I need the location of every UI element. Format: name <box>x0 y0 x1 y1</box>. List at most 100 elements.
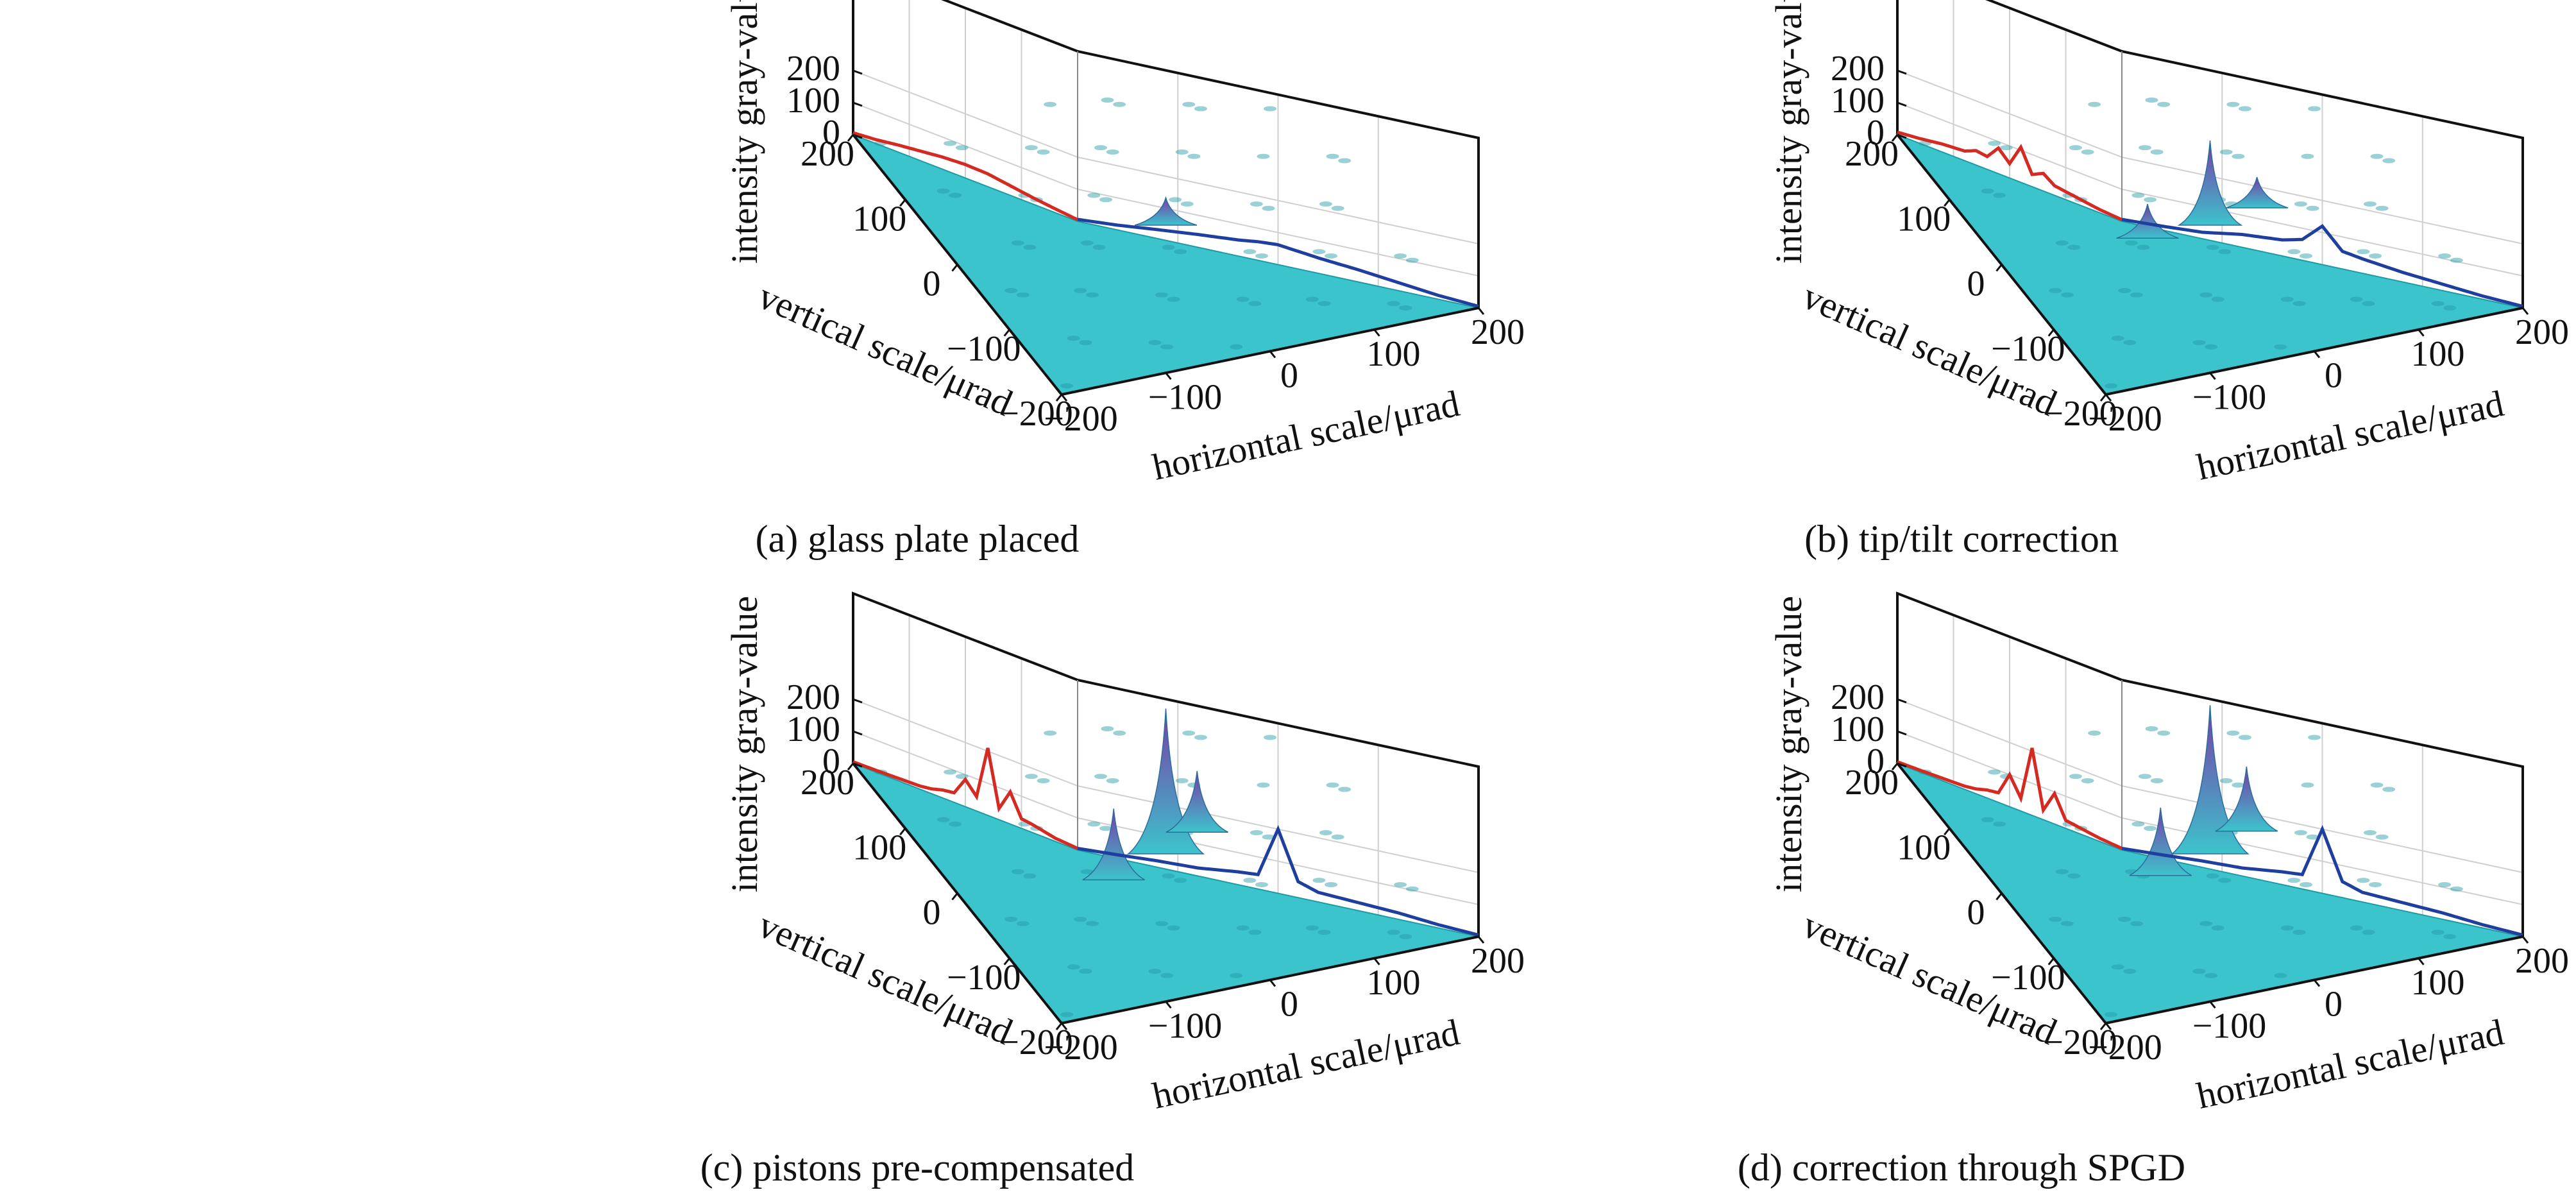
y-tick-label: −100 <box>1991 329 2065 369</box>
x-tick-label: −100 <box>2192 377 2267 417</box>
surface-ripple <box>949 192 962 198</box>
surface-ripple <box>1405 886 1419 892</box>
surface-ripple <box>2357 249 2370 255</box>
x-tick-label: 0 <box>2325 985 2343 1025</box>
surface-peak <box>1082 808 1146 881</box>
surface-peak <box>2129 807 2192 876</box>
surface-ripple <box>2211 296 2224 302</box>
surface-ripple <box>2301 782 2314 788</box>
surface-peak <box>2177 140 2243 226</box>
surface-peak <box>1126 708 1205 855</box>
x-tick-label: 100 <box>2411 963 2465 1003</box>
surface-ripple <box>2150 149 2164 155</box>
surface-ripple <box>1325 882 1338 887</box>
surface-ripple <box>2218 249 2232 255</box>
x-tick-label: −200 <box>2088 1028 2162 1067</box>
surface-ripple <box>2306 205 2319 211</box>
y-tick-label: 0 <box>923 264 941 304</box>
surface-ripple <box>1318 930 1331 935</box>
surface-ripple <box>1024 774 1038 779</box>
surface-ripple <box>1993 192 2006 198</box>
surface-ripple <box>1262 205 1275 211</box>
surface-ripple <box>2226 730 2240 736</box>
x-tick-mark <box>1165 1001 1172 1009</box>
y-tick-mark <box>1003 328 1010 337</box>
surface-ripple <box>2438 253 2452 259</box>
surface-ripple <box>1338 158 1352 164</box>
surface-ripple <box>2375 205 2389 211</box>
z-tick-label: 200 <box>786 49 840 89</box>
surface-ripple <box>1326 782 1339 788</box>
surface-ripple <box>1305 925 1319 931</box>
panel-caption: (a) glass plate placed <box>756 518 1080 560</box>
surface-ripple <box>2145 726 2158 731</box>
x-tick-label: 0 <box>1280 985 1298 1025</box>
x-tick-mark <box>2209 1001 2216 1009</box>
surface-ripple <box>1101 726 1114 731</box>
x-tick-label: 0 <box>1280 356 1298 396</box>
surface-ripple <box>2105 1012 2118 1017</box>
y-tick-mark <box>2099 1023 2107 1030</box>
surface-ripple <box>2157 101 2171 107</box>
surface-ripple <box>2306 834 2319 840</box>
surface-ripple <box>2431 930 2445 935</box>
surface-ripple <box>2111 964 2124 970</box>
surface-ripple <box>1312 878 1326 883</box>
profile-horizontal-line <box>1077 824 1479 937</box>
surface-ripple <box>2369 253 2382 259</box>
surface-ripple <box>1175 778 1189 783</box>
surface-ripple <box>1044 101 1057 107</box>
x-tick-mark <box>1477 936 1485 944</box>
surface-ripple <box>2280 925 2294 931</box>
surface-ripple <box>1318 301 1331 307</box>
surface-ripple <box>2060 921 2074 926</box>
surface-ripple <box>2206 873 2219 879</box>
surface-ripple <box>2067 244 2081 250</box>
surface-ripple <box>2049 288 2062 293</box>
surface-ripple <box>1194 106 1207 112</box>
z-tick-mark <box>1897 698 1907 704</box>
z-tick-label: 0 <box>1867 742 1885 781</box>
surface-ripple <box>1326 153 1339 159</box>
surface-ripple <box>2118 288 2131 293</box>
surface-ripple <box>955 145 969 151</box>
z-tick-label: 100 <box>1831 710 1885 749</box>
surface-ripple <box>1331 834 1344 840</box>
y-tick-label: 100 <box>1897 828 1951 867</box>
surface-ripple <box>2362 301 2375 307</box>
surface-ripple <box>1230 973 1243 978</box>
surface-ripple <box>2287 249 2301 255</box>
surface-ripple <box>2274 344 2287 350</box>
surface-ripple <box>1981 188 1994 194</box>
surface-ripple <box>1099 197 1113 203</box>
z-tick-mark <box>1897 730 1907 736</box>
y-tick-mark <box>1944 199 1951 207</box>
surface-ripple <box>1004 917 1018 922</box>
z-tick-label: 100 <box>786 81 840 121</box>
y-tick-mark <box>2047 328 2055 337</box>
profile-horizontal-line <box>2121 824 2523 937</box>
y-tick-label: −200 <box>999 394 1073 434</box>
x-tick-label: 0 <box>2325 356 2343 396</box>
surface-ripple <box>2226 101 2240 107</box>
surface-ripple <box>2280 296 2294 302</box>
surface-ripple <box>2363 201 2377 207</box>
y-tick-mark <box>1891 763 1899 770</box>
x-tick-label: 200 <box>2515 941 2569 981</box>
surface-ripple <box>1079 969 1092 974</box>
z-tick-mark <box>852 101 863 107</box>
surface-ripple <box>1248 930 1262 935</box>
y-tick-mark <box>899 199 906 207</box>
z-tick-mark <box>1897 101 1907 107</box>
surface-ripple <box>2131 192 2145 198</box>
surface-ripple <box>1262 834 1275 840</box>
z-tick-label: 100 <box>1831 81 1885 121</box>
surface-ripple <box>2138 774 2151 779</box>
surface-ripple <box>1167 296 1180 302</box>
z-tick-label: 200 <box>1831 677 1885 717</box>
profile-horizontal-line <box>1077 217 1479 308</box>
surface-ripple <box>2138 145 2151 151</box>
surface-ripple <box>1101 98 1114 103</box>
x-tick-mark <box>2521 307 2529 315</box>
surface-ripple <box>2081 778 2094 783</box>
